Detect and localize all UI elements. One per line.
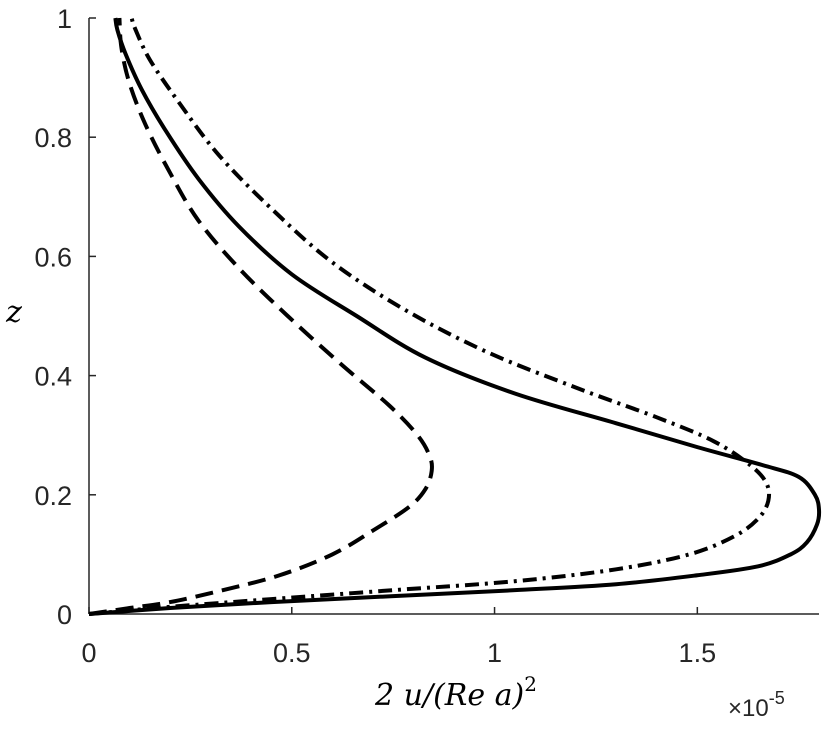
x-ticks: 0 0.5 1 1.5 bbox=[81, 607, 716, 668]
series-line-dashed bbox=[88, 17, 434, 616]
x-axis-label-exponent: 2 bbox=[524, 672, 537, 696]
x-multiplier-times: × bbox=[728, 695, 742, 722]
series-group bbox=[88, 17, 822, 616]
y-tick-label: 0 bbox=[57, 600, 72, 630]
y-tick-label: 0.6 bbox=[34, 242, 72, 272]
x-axis-label-base: 2 u/(Re a) bbox=[374, 678, 524, 713]
y-tick-label: 0.4 bbox=[34, 362, 72, 392]
x-tick-label: 0.5 bbox=[273, 638, 311, 668]
y-tick-label: 0.2 bbox=[34, 481, 72, 511]
series-line-solid bbox=[88, 17, 822, 616]
x-multiplier-base: 10 bbox=[742, 695, 769, 722]
y-tick-label: 1 bbox=[57, 4, 72, 34]
x-multiplier-label: ×10-5 bbox=[728, 688, 785, 722]
x-multiplier-exponent: -5 bbox=[769, 688, 785, 708]
x-tick-label: 1 bbox=[487, 638, 502, 668]
x-axis-label: 2 u/(Re a)2 bbox=[374, 672, 537, 713]
series-line-dashdot bbox=[88, 17, 772, 616]
y-axis-label: z bbox=[5, 295, 22, 330]
x-tick-label: 0 bbox=[81, 638, 96, 668]
y-ticks: 0 0.2 0.4 0.6 0.8 1 bbox=[34, 4, 96, 630]
x-tick-label: 1.5 bbox=[679, 638, 717, 668]
y-tick-label: 0.8 bbox=[34, 123, 72, 153]
